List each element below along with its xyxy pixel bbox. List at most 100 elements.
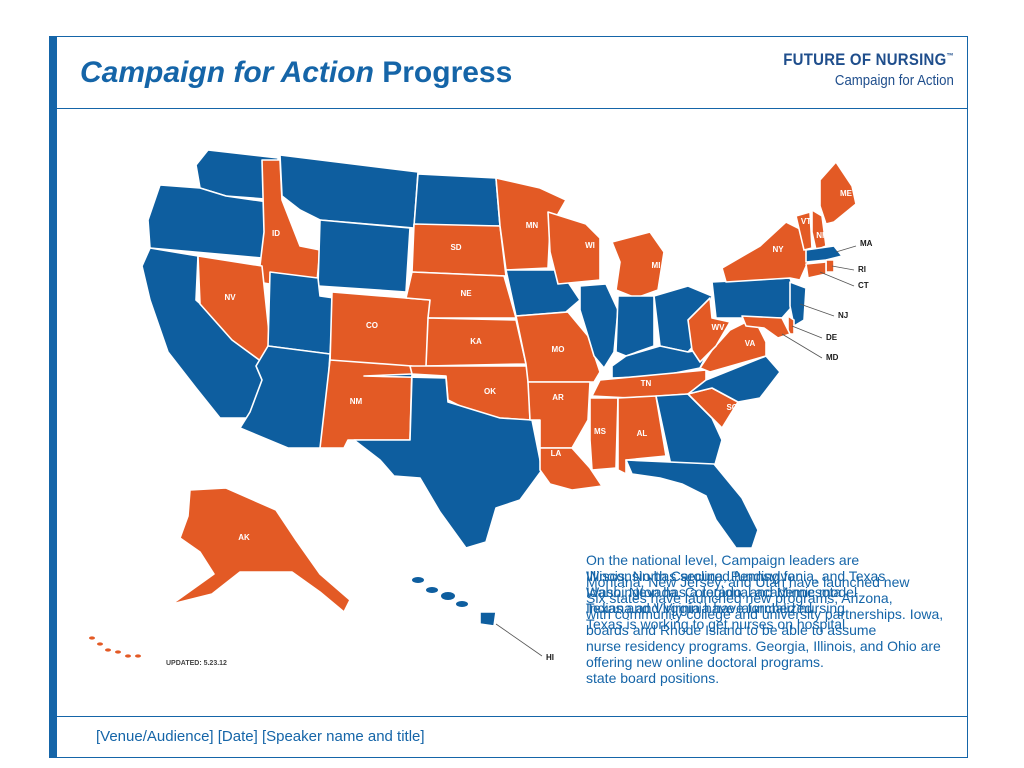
callout-label-ct: CT [858, 281, 869, 290]
state-label-nm: NM [350, 397, 363, 406]
footer-text: [Venue/Audience] [Date] [Speaker name an… [96, 728, 425, 745]
updated-date: UPDATED: 5.23.12 [166, 660, 227, 667]
state-label-ok: OK [484, 387, 496, 396]
state-label-nv: NV [224, 293, 236, 302]
state-label-id: ID [272, 229, 280, 238]
overlapping-text-line: Montana, New Jersey, and Utah have launc… [586, 574, 910, 590]
state-hi [479, 611, 497, 627]
callout-line-nj [799, 303, 835, 317]
state-co [329, 291, 431, 371]
state-ar [527, 381, 591, 449]
state-label-ar: AR [552, 393, 564, 402]
overlapping-text-line: Idaho, Nevada, Colorado, and Minnesota [586, 584, 842, 600]
overlapping-text-line: On the national level, Campaign leaders … [586, 552, 860, 568]
logo-name: FUTURE OF NURSING [783, 50, 947, 69]
state-label-vt: VT [801, 217, 811, 226]
state-de [787, 315, 795, 335]
state-il [579, 283, 619, 369]
callout-label-md: MD [826, 353, 839, 362]
overlapping-text-line: boards and Rhode Island to be able to as… [586, 622, 877, 638]
state-label-wi: WI [585, 241, 595, 250]
state-me [819, 161, 857, 225]
state-label-ny: NY [772, 245, 784, 254]
hawaii-island [441, 592, 455, 600]
state-nd [413, 173, 501, 227]
state-pa [711, 277, 799, 319]
callout-label-ri: RI [858, 265, 866, 274]
callout-line-ri [831, 265, 855, 271]
callout-label-ma: MA [860, 239, 873, 248]
slide-title: Campaign for Action Progress [80, 56, 512, 90]
aleutian-island [115, 650, 121, 654]
state-ak [171, 487, 351, 613]
state-label-mi: MI [652, 261, 661, 270]
state-fl [625, 459, 759, 549]
hawaii-island [412, 577, 424, 583]
callout-line-md [781, 333, 823, 359]
callout-label-nj: NJ [838, 311, 848, 320]
state-ct [805, 261, 827, 279]
overlapping-text-line: state board positions. [586, 670, 720, 686]
state-ms [589, 397, 619, 471]
callout-label-de: DE [826, 333, 838, 342]
overlapping-textbox: On the national level, Campaign leaders … [586, 548, 986, 708]
state-label-ka: KA [470, 337, 482, 346]
callout-line-ma [835, 245, 857, 253]
overlapping-text-line: Indiana and Virginia have formalized [586, 600, 813, 616]
overlapping-text-line: offering new online doctoral programs. [586, 654, 824, 670]
aleutian-island [97, 642, 103, 646]
left-accent-bar [49, 36, 56, 758]
callout-label-hi: HI [546, 653, 554, 662]
state-sd [411, 223, 507, 277]
slide-title-rest: Progress [373, 56, 513, 89]
state-label-me: ME [840, 189, 853, 198]
aleutian-island [89, 636, 95, 640]
slide-title-italic: Campaign for Action [80, 56, 374, 89]
logo-line2: Campaign for Action [835, 72, 954, 89]
state-nj [789, 281, 807, 327]
overlapping-text-line: Washington has a regional academic model [586, 584, 858, 600]
state-in [615, 295, 655, 357]
state-label-va: VA [745, 339, 756, 348]
state-label-sd: SD [450, 243, 461, 252]
state-label-wv: WV [712, 323, 726, 332]
overlapping-text-line: Illinois, North Carolina, Pennsylvania, … [586, 568, 886, 584]
callout-line-hi [495, 623, 543, 657]
us-map: ID NV CO NM SD NE KA OK MN MO AR LA WI MI TN MS AL SC VA WV… [89, 149, 873, 662]
overlapping-text-line: Six states have launched new programs; A… [586, 590, 893, 606]
state-label-mn: MN [526, 221, 539, 230]
future-of-nursing-logo: FUTURE OF NURSING™ Campaign for Action [760, 50, 954, 89]
state-wi [547, 211, 601, 285]
state-label-la: LA [551, 449, 562, 458]
state-label-mo: MO [552, 345, 565, 354]
state-mt [279, 154, 419, 229]
overlapping-text-line: Texas is working to get nurses on hospit… [586, 616, 846, 632]
state-mi [611, 231, 665, 299]
state-wy [317, 219, 411, 293]
state-label-nh: NH [816, 231, 828, 240]
state-nm [319, 359, 413, 449]
aleutian-island [125, 654, 131, 658]
state-wv [687, 297, 731, 363]
state-nc [687, 355, 781, 403]
state-label-al: AL [637, 429, 648, 438]
slide-frame [56, 36, 968, 758]
state-label-ms: MS [594, 427, 607, 436]
footer-divider [56, 716, 968, 717]
state-la [539, 447, 603, 491]
callout-line-ct [819, 271, 855, 287]
callout-line-de [791, 325, 823, 339]
logo-trademark: ™ [946, 51, 954, 61]
state-vt [795, 211, 813, 251]
hawaii-island [426, 587, 438, 593]
header-divider [56, 108, 968, 109]
state-ca [141, 247, 269, 419]
logo-line1: FUTURE OF NURSING™ [783, 50, 954, 70]
state-label-tn: TN [641, 379, 652, 388]
overlapping-text-line: with community college and university pa… [586, 606, 944, 622]
state-label-co: CO [366, 321, 378, 330]
hawaii-island [456, 601, 468, 607]
state-label-sc: SC [726, 403, 737, 412]
state-label-ak: AK [238, 533, 250, 542]
state-ma [805, 245, 843, 263]
